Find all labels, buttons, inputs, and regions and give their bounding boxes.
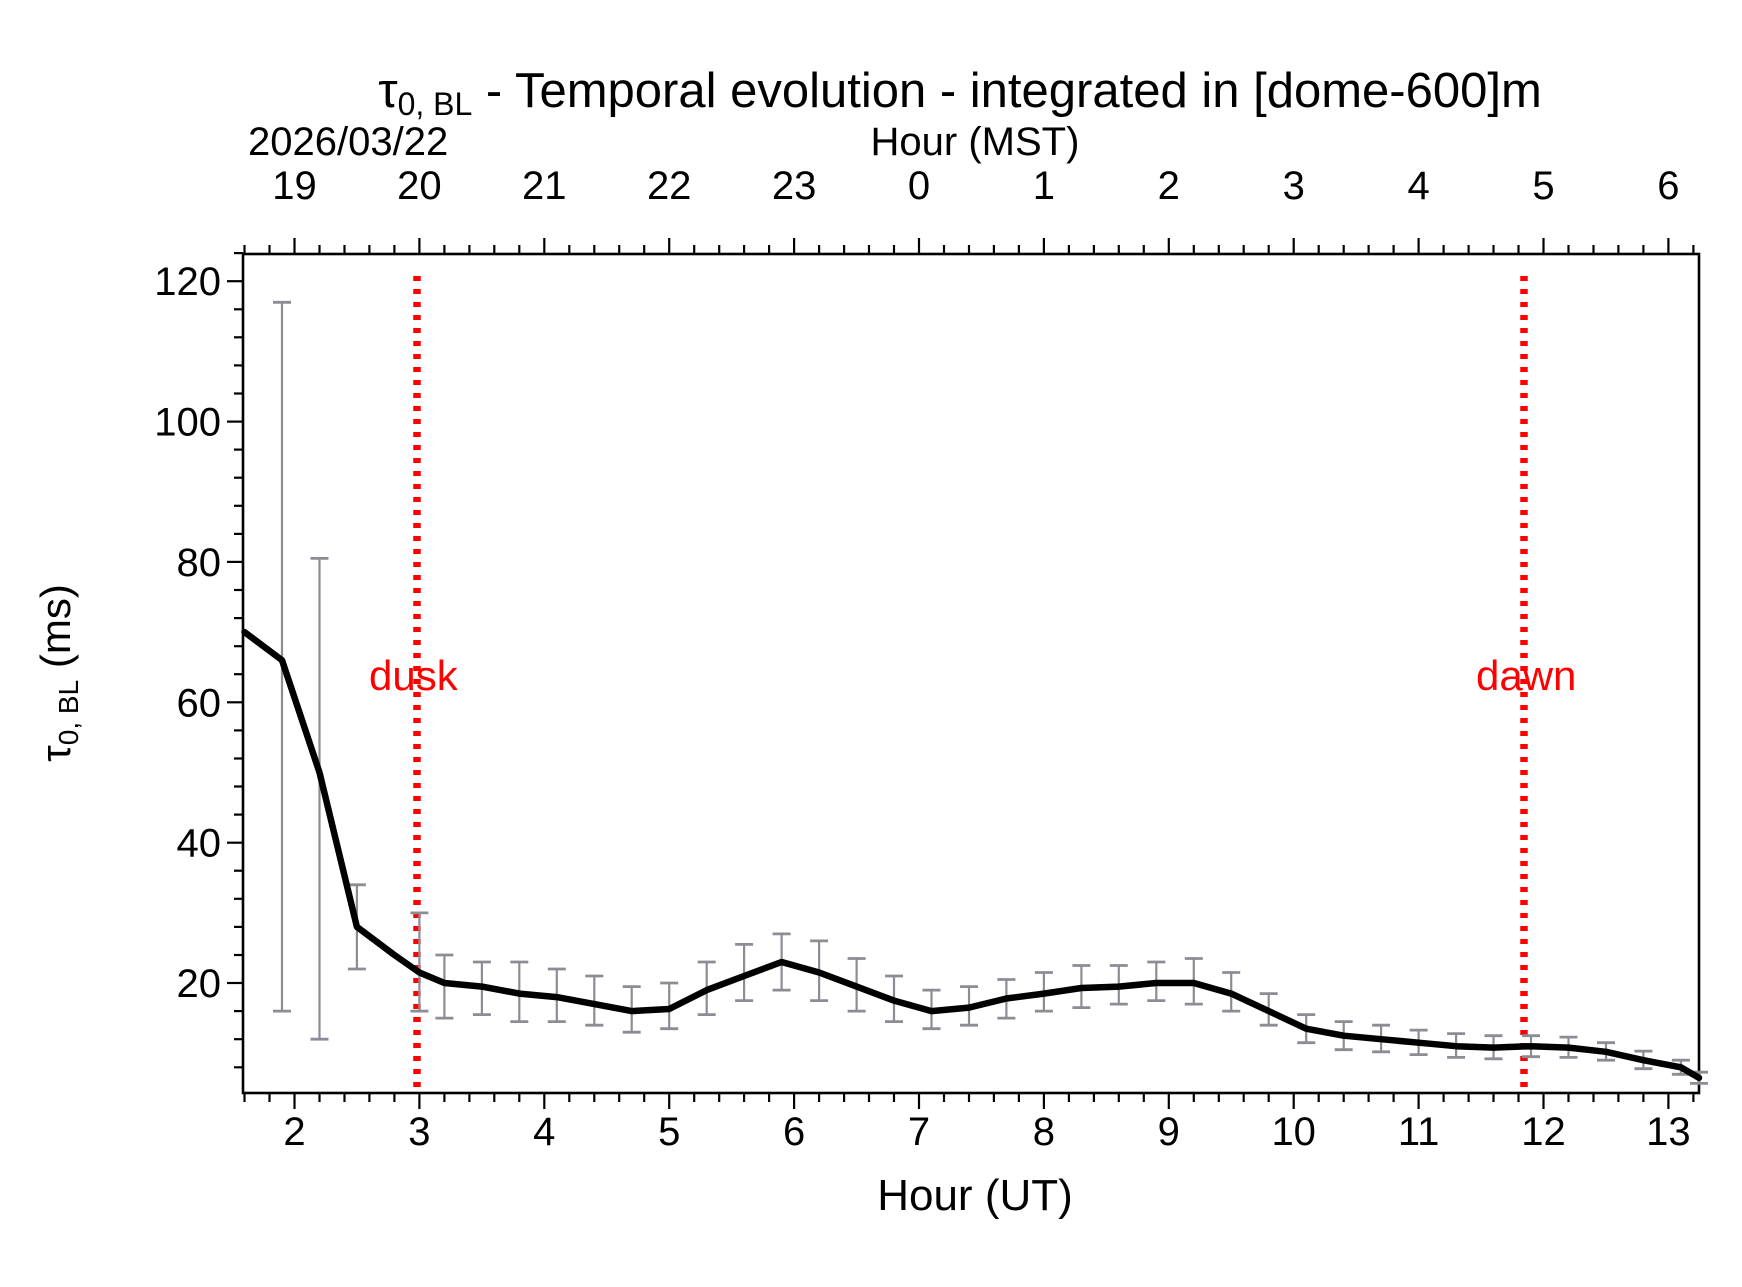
svg-text:8: 8: [1033, 1110, 1055, 1154]
svg-text:80: 80: [177, 541, 222, 585]
svg-text:2: 2: [1158, 164, 1180, 208]
svg-text:21: 21: [522, 164, 567, 208]
svg-text:2026/03/22: 2026/03/22: [248, 120, 448, 164]
svg-text:10: 10: [1271, 1110, 1316, 1154]
svg-text:11: 11: [1398, 1110, 1440, 1154]
svg-text:Hour (MST): Hour (MST): [871, 120, 1080, 164]
svg-text:40: 40: [177, 822, 222, 866]
svg-text:100: 100: [154, 401, 221, 445]
svg-text:19: 19: [272, 164, 317, 208]
svg-text:120: 120: [154, 260, 221, 304]
svg-text:4: 4: [533, 1110, 555, 1154]
svg-text:13: 13: [1646, 1110, 1691, 1154]
svg-text:Hour (UT): Hour (UT): [877, 1171, 1073, 1220]
svg-text:12: 12: [1521, 1110, 1566, 1154]
svg-text:20: 20: [397, 164, 442, 208]
svg-text:20: 20: [177, 962, 222, 1006]
svg-text:3: 3: [1283, 164, 1305, 208]
svg-text:3: 3: [408, 1110, 430, 1154]
svg-text:τ0, BL - Temporal evolution -: τ0, BL - Temporal evolution - integrated…: [378, 64, 1542, 122]
svg-text:5: 5: [658, 1110, 680, 1154]
svg-text:2: 2: [283, 1110, 305, 1154]
svg-text:7: 7: [908, 1110, 930, 1154]
svg-text:0: 0: [908, 164, 930, 208]
svg-text:dawn: dawn: [1476, 652, 1576, 699]
svg-text:60: 60: [177, 681, 222, 725]
svg-text:23: 23: [772, 164, 817, 208]
svg-text:22: 22: [647, 164, 692, 208]
svg-text:6: 6: [1657, 164, 1679, 208]
svg-text:1: 1: [1033, 164, 1055, 208]
svg-text:τ0, BL (ms): τ0, BL (ms): [32, 584, 84, 762]
svg-text:9: 9: [1158, 1110, 1180, 1154]
svg-text:6: 6: [783, 1110, 805, 1154]
svg-text:4: 4: [1407, 164, 1429, 208]
svg-text:5: 5: [1532, 164, 1554, 208]
svg-text:dusk: dusk: [369, 652, 459, 699]
